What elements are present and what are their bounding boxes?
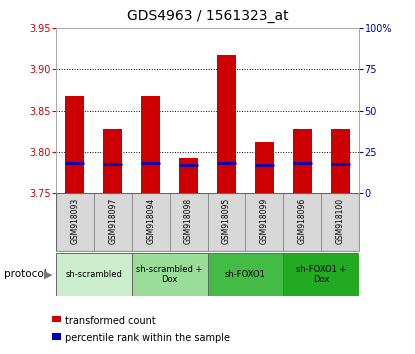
Bar [321,193,359,251]
Bar [141,96,160,193]
Bar [208,193,245,251]
Bar [132,253,208,296]
Bar [283,253,359,296]
Bar [56,193,94,251]
Text: protocol: protocol [4,269,47,279]
Text: sh-scrambled +
Dox: sh-scrambled + Dox [137,265,203,284]
Bar [56,253,132,296]
Text: GSM918097: GSM918097 [108,198,117,244]
Text: GSM918095: GSM918095 [222,198,231,244]
Bar [208,253,283,296]
Bar [66,96,84,193]
Bar [293,129,312,193]
Bar [331,129,349,193]
Text: GSM918099: GSM918099 [260,198,269,244]
Text: sh-scrambled: sh-scrambled [66,270,122,279]
Text: sh-FOXO1: sh-FOXO1 [225,270,266,279]
Bar [283,193,321,251]
Text: GSM918096: GSM918096 [298,198,307,244]
Text: ▶: ▶ [44,269,53,279]
Bar [170,193,208,251]
Text: transformed count: transformed count [65,315,156,326]
Bar [245,193,283,251]
Bar [255,142,274,193]
Bar [179,158,198,193]
Text: GDS4963 / 1561323_at: GDS4963 / 1561323_at [127,9,288,23]
Text: GSM918093: GSM918093 [71,198,79,244]
Text: GSM918094: GSM918094 [146,198,155,244]
Bar [94,193,132,251]
Text: percentile rank within the sample: percentile rank within the sample [65,333,230,343]
Bar [103,129,122,193]
Bar [132,193,170,251]
Text: GSM918098: GSM918098 [184,198,193,244]
Bar [217,55,236,193]
Text: sh-FOXO1 +
Dox: sh-FOXO1 + Dox [296,265,346,284]
Text: GSM918100: GSM918100 [336,198,344,244]
